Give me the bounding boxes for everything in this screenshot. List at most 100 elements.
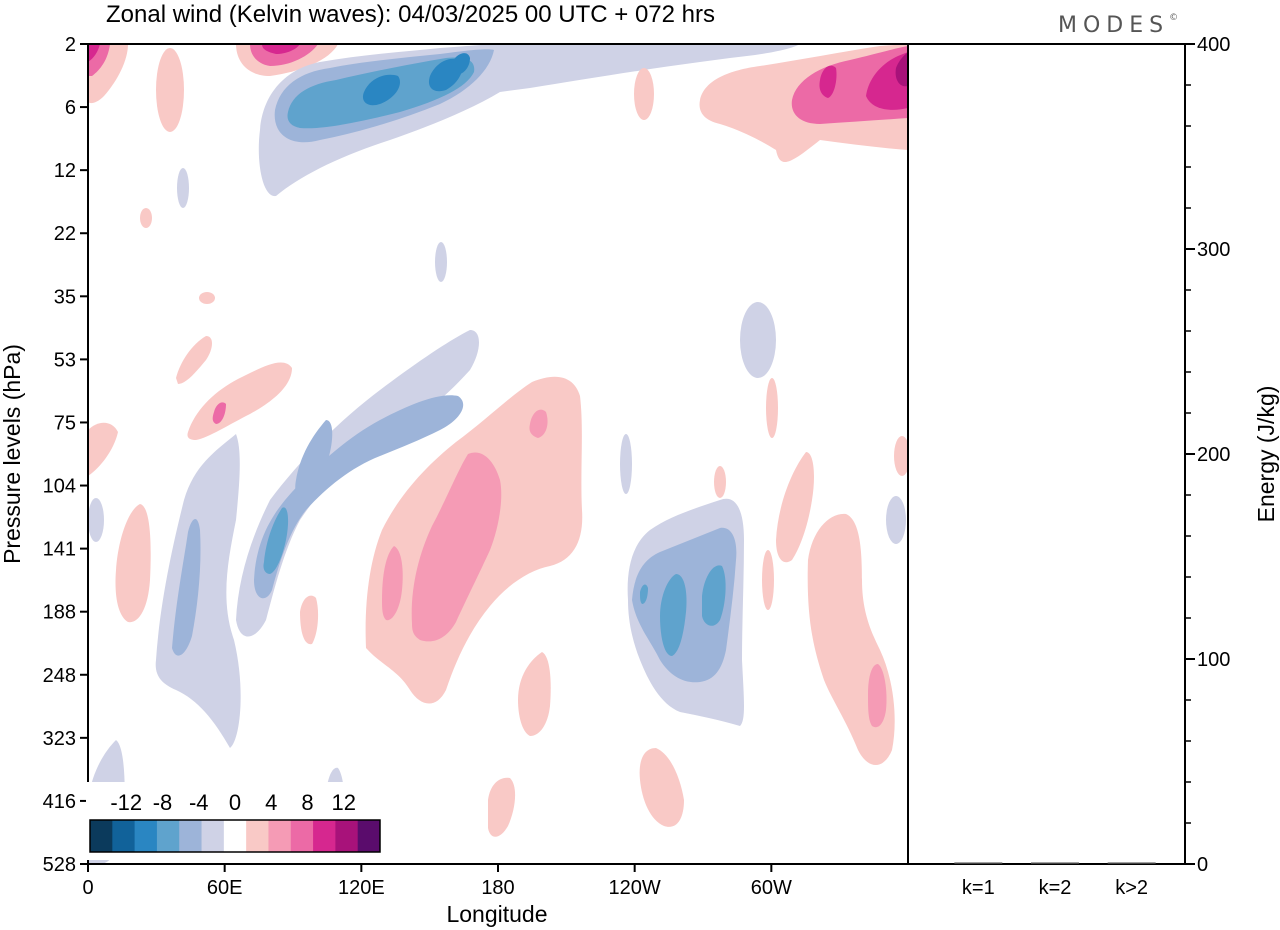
x-axis-label: Longitude [446, 901, 547, 927]
colorbar-label: 12 [332, 790, 356, 815]
contour-blob [88, 498, 104, 542]
contour-upper-blue-core-1 [362, 74, 400, 106]
x-axis: 0 60E 120E 180 120W 60W [82, 864, 792, 899]
contour-blob [140, 208, 152, 228]
y-tick-label: 188 [43, 602, 76, 624]
contour-blob [620, 434, 632, 494]
colorbar-frame [89, 819, 381, 853]
contour-120w-blue-dark [660, 574, 687, 656]
contour-field [88, 44, 908, 864]
contour-upper-blue-light-2 [500, 44, 800, 92]
contour-low-pink-4 [115, 504, 151, 623]
contour-low-pink-5 [300, 595, 319, 645]
contour-upper-right-dark-2 [819, 65, 837, 98]
contour-low-pink-1 [518, 652, 551, 736]
contour-blob [766, 378, 778, 438]
energy-tick-label: 100 [1197, 649, 1230, 671]
colorbar-swatch [313, 820, 336, 852]
contour-left-edge-pink [88, 422, 118, 476]
contour-mid-blue-mid-2 [254, 395, 464, 599]
contour-120w-blue-dark-2 [702, 565, 726, 626]
contour-blob [156, 48, 184, 132]
energy-tick-label: 300 [1197, 239, 1230, 261]
contour-60w-pink-light [807, 513, 895, 765]
x-tick-label: 120E [338, 877, 385, 899]
colorbar-label: -8 [153, 790, 173, 815]
energy-tick-label: 400 [1197, 34, 1230, 56]
y-axis: 2 6 12 22 35 53 75 104 141 188 248 323 416 528 [43, 34, 88, 876]
contour-mid-blue-mid [172, 518, 201, 656]
contour-upper-left-dark [88, 44, 100, 62]
brand-logo: MODES© [1058, 13, 1178, 38]
energy-axis: 0 100 200 300 400 [1185, 34, 1230, 876]
y-tick-label: 323 [43, 728, 76, 750]
y-tick-label: 22 [54, 223, 76, 245]
energy-bars: k=1 k=2 k>2 [954, 862, 1156, 899]
y-tick-label: 416 [43, 791, 76, 813]
colorbar-label: 8 [301, 790, 313, 815]
contour-blob [886, 496, 906, 544]
energy-tick-label: 200 [1197, 444, 1230, 466]
x-tick-label: 0 [82, 877, 93, 899]
chart-title: Zonal wind (Kelvin waves): 04/03/2025 00… [106, 1, 715, 28]
x-tick-label: 60W [751, 877, 792, 899]
contour-mid-left-pink-core [212, 402, 226, 424]
contour-blob [634, 68, 654, 120]
contour-blob [435, 242, 447, 282]
y-tick-label: 2 [65, 34, 76, 56]
contour-blob [199, 292, 215, 304]
contour-blob [177, 168, 189, 208]
contour-mid-pink-mid [411, 452, 502, 642]
y-tick-label: 35 [54, 286, 76, 308]
colorbar: -12 -8 -4 0 4 8 12 [86, 782, 384, 860]
colorbar-swatch [268, 820, 292, 852]
contour-mid-pink-mid-3 [529, 409, 548, 438]
contour-60w-pink-mid [868, 664, 887, 728]
colorbar-label: -4 [189, 790, 209, 815]
x-tick-label: 120W [609, 877, 661, 899]
energy-bar [1031, 862, 1079, 864]
contour-mid-blue-dark [263, 507, 289, 574]
contour-top-pink-core [262, 44, 300, 54]
colorbar-label: 0 [229, 790, 241, 815]
energy-bar [1107, 862, 1156, 864]
y-tick-label: 104 [43, 476, 76, 498]
y-axis-label: Pressure levels (hPa) [0, 344, 25, 564]
y-tick-label: 75 [54, 412, 76, 434]
contour-low-pink-3 [488, 777, 516, 837]
colorbar-swatch [357, 820, 381, 852]
y-tick-label: 248 [43, 665, 76, 687]
colorbar-swatch [156, 820, 180, 852]
contour-blob [714, 466, 726, 498]
contour-upper-blue-core-3 [449, 53, 470, 75]
contour-mid-left-pink [187, 362, 292, 440]
energy-category-label: k=2 [1039, 877, 1072, 899]
colorbar-label: 4 [265, 790, 277, 815]
contour-120w-blue-dark-3 [640, 584, 648, 604]
y-tick-label: 6 [65, 97, 76, 119]
contour-blob [894, 436, 908, 476]
contour-blob [762, 550, 774, 610]
contour-upper-right-core [895, 52, 908, 87]
colorbar-swatch [223, 820, 247, 852]
contour-blob [740, 302, 776, 378]
energy-bar [954, 862, 1003, 864]
colorbar-swatch [134, 820, 158, 852]
contour-low-pink-2 [639, 748, 684, 827]
colorbar-swatch [179, 820, 203, 852]
contour-mid-pink-mid-2 [382, 546, 403, 621]
energy-category-label: k>2 [1115, 877, 1148, 899]
y-tick-label: 12 [54, 160, 76, 182]
contour-mid-blue-mid-3 [295, 420, 333, 498]
colorbar-swatch [90, 820, 113, 852]
colorbar-swatch [201, 820, 225, 852]
x-tick-label: 60E [207, 877, 243, 899]
y-tick-label: 528 [43, 854, 76, 876]
colorbar-swatch [290, 820, 314, 852]
colorbar-swatch [112, 820, 136, 852]
contour-mid-left-pink-2 [176, 336, 212, 384]
y-tick-label: 141 [43, 539, 76, 561]
energy-axis-label: Energy (J/kg) [1253, 386, 1279, 523]
x-tick-label: 180 [481, 877, 514, 899]
